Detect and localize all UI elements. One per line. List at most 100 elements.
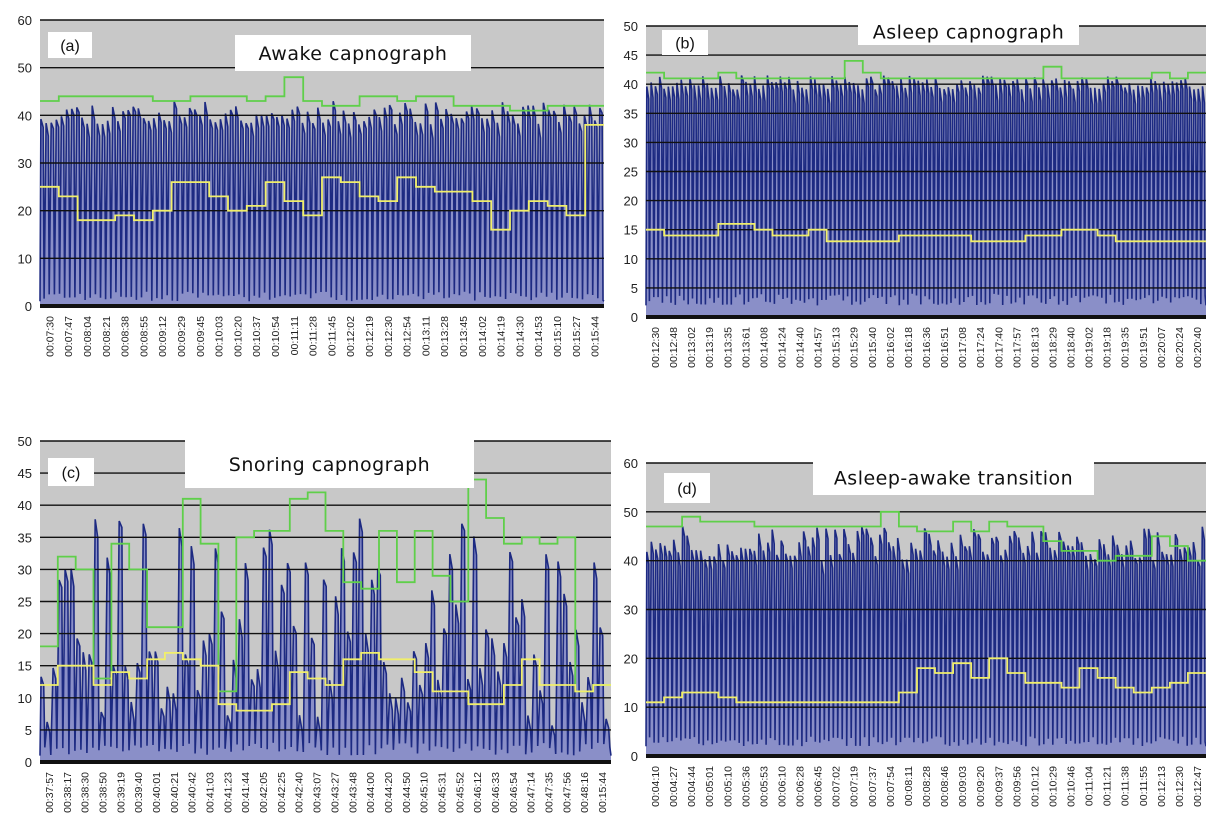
- x-tick-label: 00:45:31: [436, 772, 448, 813]
- chart-title: Asleep-awake transition: [834, 468, 1073, 490]
- x-tick-label: 00:04:27: [668, 766, 680, 807]
- x-tick-label: 00:08:28: [921, 766, 933, 807]
- yellow-series-line: [646, 657, 1206, 704]
- x-tick-label: 00:48:16: [579, 772, 591, 813]
- y-tick-label: 30: [624, 135, 638, 150]
- y-tick-label: 30: [18, 156, 32, 171]
- x-tick-label: 00:10:12: [1029, 766, 1041, 807]
- x-tick-label: 00:07:30: [44, 316, 56, 357]
- x-tick-label: 00:41:44: [240, 772, 252, 813]
- x-tick-label: 00:14:24: [776, 327, 788, 368]
- x-tick-label: 00:39:40: [133, 772, 145, 813]
- x-tick-label: 00:04:10: [650, 766, 662, 807]
- x-tick-label: 00:10:46: [1066, 766, 1078, 807]
- x-tick-label: 00:05:01: [704, 766, 716, 807]
- x-tick-label: 00:42:25: [276, 772, 288, 813]
- chart-panel-a: 0 10 20 30 40 50 60 00:07:30 00:07:47 00:08:04 00:…: [18, 13, 605, 357]
- y-tick-label: 10: [624, 700, 638, 715]
- x-tick-label: 00:19:51: [1138, 327, 1150, 368]
- chart-title-box: [235, 35, 471, 71]
- y-tick-label: 20: [624, 194, 638, 209]
- x-tick-label: 00:13:02: [686, 327, 698, 368]
- x-tick-label: 00:17:57: [1011, 327, 1023, 368]
- x-tick-label: 00:47:14: [526, 772, 538, 813]
- y-tick-label: 50: [18, 434, 32, 449]
- y-tick-label: 25: [624, 165, 638, 180]
- x-tick-label: 00:09:12: [157, 316, 169, 357]
- y-tick-label: 10: [18, 251, 32, 266]
- chart-title-box: [813, 460, 1094, 495]
- x-tick-label: 00:12:30: [1174, 766, 1186, 807]
- panel-label-box: [662, 30, 708, 55]
- x-tick-label: 00:40:42: [187, 772, 199, 813]
- x-tick-label: 00:39:19: [115, 772, 127, 813]
- x-tick-label: 00:18:40: [1066, 327, 1078, 368]
- x-tick-label: 00:08:38: [120, 316, 132, 357]
- x-tick-label: 00:12:30: [383, 316, 395, 357]
- x-tick-label: 00:05:53: [758, 766, 770, 807]
- x-tick-label: 00:41:03: [205, 772, 217, 813]
- x-tick-label: 00:44:20: [383, 772, 395, 813]
- y-tick-label: 15: [18, 659, 32, 674]
- x-tick-label: 00:14:02: [477, 316, 489, 357]
- y-tick-label: 10: [18, 691, 32, 706]
- y-tick-label: 50: [18, 61, 32, 76]
- yellow-series-line: [40, 124, 604, 231]
- x-tick-label: 00:38:17: [62, 772, 74, 813]
- x-tick-label: 00:20:40: [1192, 327, 1204, 368]
- x-tick-label: 00:07:02: [831, 766, 843, 807]
- y-tick-label: 35: [18, 530, 32, 545]
- chart-panel-c: 0 5 10 15 20 25 30 35 40 45 50 00:37:57 00:38:17 00:3…: [18, 434, 612, 813]
- x-tick-label: 00:44:00: [365, 772, 377, 813]
- x-tick-label: 00:41:23: [222, 772, 234, 813]
- x-tick-label: 00:10:54: [270, 316, 282, 357]
- x-tick-label: 00:11:45: [326, 316, 338, 356]
- x-tick-label: 00:15:44: [597, 772, 609, 813]
- x-tick-label: 00:42:40: [294, 772, 306, 813]
- x-tick-label: 00:07:54: [885, 766, 897, 807]
- chart-title-box: [185, 440, 474, 488]
- x-tick-label: 00:09:56: [1011, 766, 1023, 807]
- y-tick-label: 60: [624, 456, 638, 471]
- y-tick-label: 45: [624, 48, 638, 63]
- x-tick-label: 00:11:28: [308, 316, 320, 356]
- y-tick-label: 40: [624, 554, 638, 569]
- x-tick-label: 00:44:50: [401, 772, 413, 813]
- capnograph-trace: [39, 518, 612, 756]
- x-tick-label: 00:12:54: [402, 316, 414, 357]
- x-tick-label: 00:07:19: [849, 766, 861, 807]
- x-tick-label: 00:10:29: [1047, 766, 1059, 807]
- x-axis: [40, 760, 611, 764]
- y-tick-label: 5: [25, 723, 32, 738]
- y-tick-label: 25: [18, 595, 32, 610]
- x-tick-label: 00:10:03: [214, 316, 226, 357]
- capnograph-trace: [645, 526, 1206, 747]
- x-tick-label: 00:12:48: [668, 327, 680, 368]
- panel-label: (c): [62, 465, 81, 482]
- y-tick-label: 0: [631, 749, 638, 764]
- x-tick-label: 00:14:57: [813, 327, 825, 368]
- x-tick-label: 00:15:27: [571, 316, 583, 357]
- x-tick-label: 00:38:50: [97, 772, 109, 813]
- y-tick-label: 40: [18, 108, 32, 123]
- x-tick-label: 00:12:02: [345, 316, 357, 357]
- x-tick-label: 00:13:35: [722, 327, 734, 368]
- x-tick-label: 00:38:30: [80, 772, 92, 813]
- x-tick-label: 00:08:55: [138, 316, 150, 357]
- panel-label: (a): [60, 38, 80, 55]
- green-series-line: [646, 60, 1206, 80]
- chart-panel-d: 0 10 20 30 40 50 60 00:04:10 00:04:27 00:04:44 00:…: [624, 456, 1206, 807]
- x-tick-label: 00:42:05: [258, 772, 270, 813]
- x-tick-label: 00:47:35: [544, 772, 556, 813]
- x-tick-label: 00:17:40: [993, 327, 1005, 368]
- chart-title: Snoring capnograph: [229, 454, 430, 476]
- x-tick-label: 00:06:10: [776, 766, 788, 807]
- x-tick-label: 00:09:03: [957, 766, 969, 807]
- y-tick-label: 20: [18, 627, 32, 642]
- panel-label: (d): [677, 481, 697, 498]
- y-tick-label: 60: [18, 13, 32, 28]
- y-tick-label: 30: [18, 562, 32, 577]
- x-tick-label: 00:12:30: [650, 327, 662, 368]
- x-tick-label: 00:15:10: [552, 316, 564, 357]
